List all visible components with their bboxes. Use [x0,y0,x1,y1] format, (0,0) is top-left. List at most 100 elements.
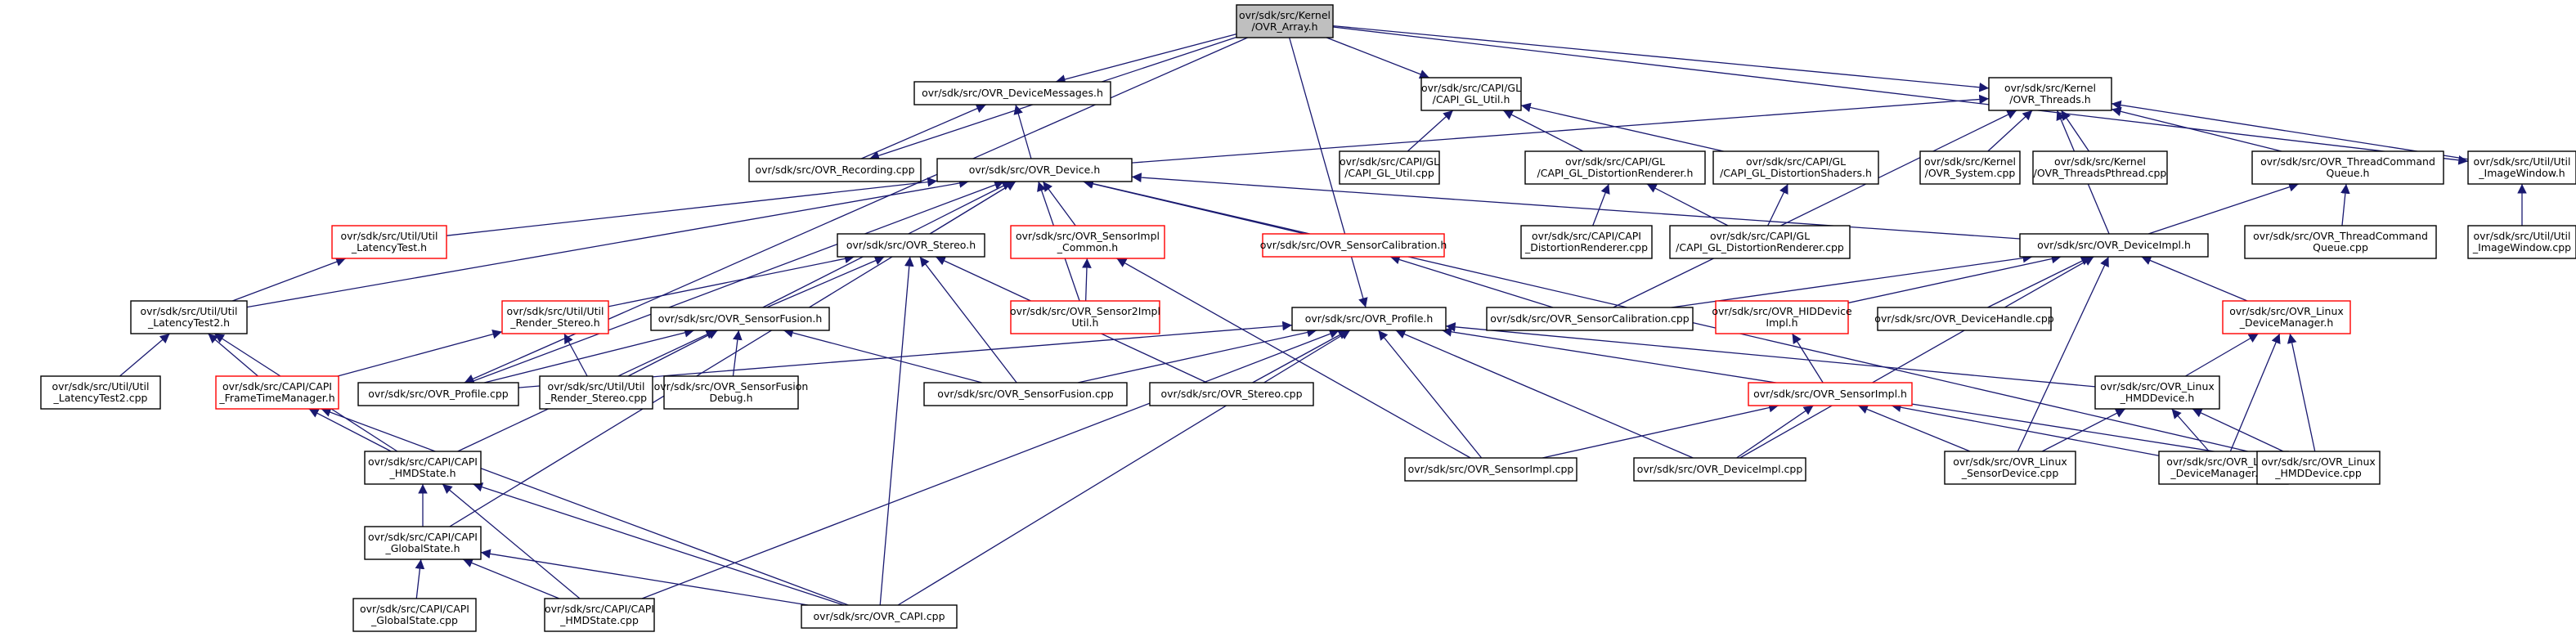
edge-capiglutil-to-distshaders [1520,102,1724,152]
node-label-line: ovr/sdk/src/OVR_Recording.cpp [755,164,914,176]
edge-line [1767,183,1788,227]
edge-globalstate-to-globalstatecpp [415,558,425,599]
node-deviceimplcpp[interactable]: ovr/sdk/src/OVR_DeviceImpl.cpp [1633,457,1806,482]
node-renderstereo[interactable]: ovr/sdk/src/Util/Util_Render_Stereo.h [501,300,609,334]
edge-line [1857,405,1971,452]
node-label-line: _HMDState.h [388,467,456,479]
node-label-line: ovr/sdk/src/OVR_Sensor2Impl [1010,305,1160,317]
edge-line [208,333,258,377]
edge-renderstereo-to-renderstereocpp [563,333,588,377]
edge-line [2340,183,2350,227]
node-capicpp[interactable]: ovr/sdk/src/OVR_CAPI.cpp [801,604,958,629]
edge-devmsgs-to-device [1013,104,1032,159]
node-linuxdevmgr[interactable]: ovr/sdk/src/OVR_Linux_DeviceManager.h [2222,300,2351,334]
node-capiglutilcpp[interactable]: ovr/sdk/src/CAPI/GL/CAPI_GL_Util.cpp [1339,150,1440,185]
node-box [663,375,799,410]
node-recording[interactable]: ovr/sdk/src/OVR_Recording.cpp [748,158,922,182]
edge-line [1520,102,1724,152]
edge-capiglutil-to-capiglutilcpp [1407,110,1454,152]
node-profilecpp[interactable]: ovr/sdk/src/OVR_Profile.cpp [357,382,519,406]
node-threads[interactable]: ovr/sdk/src/Kernel/OVR_Threads.h [1988,77,2112,111]
node-label-line: ovr/sdk/src/OVR_Profile.h [1305,312,1434,325]
node-label-line: ovr/sdk/src/OVR_HIDDevice [1712,305,1852,317]
edge-profile-to-fusioncpp [1077,327,1317,384]
node-fusioncpp[interactable]: ovr/sdk/src/OVR_SensorFusion.cpp [923,382,1128,406]
node-array[interactable]: ovr/sdk/src/Kernel/OVR_Array.h [1236,4,1334,38]
node-frametime[interactable]: ovr/sdk/src/CAPI/CAPI_FrameTimeManager.h [215,375,339,410]
node-pthread[interactable]: ovr/sdk/src/Kernel/OVR_ThreadsPthread.cp… [2032,150,2168,185]
node-label-line: ovr/sdk/src/OVR_Profile.cpp [368,388,509,400]
node-label-line: Queue.h [2327,167,2370,179]
node-label-line: Impl.h [1766,316,1797,329]
edge-line [1445,322,2096,388]
node-box [1669,225,1851,259]
node-hmdstate[interactable]: ovr/sdk/src/CAPI/CAPI_HMDState.h [364,451,482,485]
edge-devmsgs-to-array [1055,33,1237,84]
node-distrend[interactable]: ovr/sdk/src/CAPI/GL/CAPI_GL_DistortionRe… [1524,150,1706,185]
edge-line [919,256,1017,384]
node-devhandle[interactable]: ovr/sdk/src/OVR_DeviceHandle.cpp [1874,307,2054,331]
node-renderstereocpp[interactable]: ovr/sdk/src/Util/Util_Render_Stereo.cpp [539,375,653,410]
node-sensorcal[interactable]: ovr/sdk/src/OVR_SensorCalibration.h [1260,233,1447,258]
node-label-line: _HMDDevice.cpp [2274,467,2362,479]
edge-threads-to-system [1987,110,2033,152]
node-stereo[interactable]: ovr/sdk/src/OVR_Stereo.h [837,233,985,258]
node-sensorimplcpp[interactable]: ovr/sdk/src/OVR_SensorImpl.cpp [1404,457,1577,482]
edge-profile-to-sensorimplcpp [1377,330,1483,459]
edge-line [1332,26,2469,165]
node-device[interactable]: ovr/sdk/src/OVR_Device.h [936,158,1133,182]
node-imagewin[interactable]: ovr/sdk/src/Util/Util_ImageWindow.h [2467,150,2576,185]
node-label-line: ovr/sdk/src/Util/Util [548,380,645,393]
edge-line [1542,402,1779,459]
node-linuxhmd[interactable]: ovr/sdk/src/OVR_Linux_HMDDevice.h [2094,375,2220,410]
node-label-line: _GlobalState.h [384,542,460,554]
node-hmdstatecpp[interactable]: ovr/sdk/src/CAPI/CAPI_HMDState.cpp [544,598,655,632]
edge-line [1847,253,2062,304]
edge-threads-to-array [1332,25,1990,92]
node-imagewincpp[interactable]: ovr/sdk/src/Util/Util_ImageWindow.cpp [2467,225,2576,259]
node-stereocpp[interactable]: ovr/sdk/src/OVR_Stereo.cpp [1149,382,1314,406]
node-latency2cpp[interactable]: ovr/sdk/src/Util/Util_LatencyTest2.cpp [40,375,161,410]
node-sensorcalcpp[interactable]: ovr/sdk/src/OVR_SensorCalibration.cpp [1486,307,1694,331]
node-globalstatecpp[interactable]: ovr/sdk/src/CAPI/CAPI_GlobalState.cpp [352,598,477,632]
node-sensorcommon[interactable]: ovr/sdk/src/OVR_SensorImpl_Common.h [1010,225,1165,259]
node-linuxsensorcpp[interactable]: ovr/sdk/src/OVR_Linux_SensorDevice.cpp [1944,451,2076,485]
edge-device-to-latency [446,177,938,236]
node-devmsgs[interactable]: ovr/sdk/src/OVR_DeviceMessages.h [913,81,1111,105]
node-system[interactable]: ovr/sdk/src/Kernel/OVR_System.cpp [1919,150,2021,185]
edge-line [2171,408,2210,452]
node-distshaders[interactable]: ovr/sdk/src/CAPI/GL/CAPI_GL_DistortionSh… [1712,150,1879,185]
node-box [936,158,1133,182]
node-box [1149,382,1314,406]
node-label-line: ovr/sdk/src/OVR_DeviceImpl.cpp [1637,463,1803,475]
node-linuxhmdcpp[interactable]: ovr/sdk/src/OVR_Linux_HMDDevice.cpp [2256,451,2381,485]
node-box [501,300,609,334]
node-profile[interactable]: ovr/sdk/src/OVR_Profile.h [1291,307,1447,331]
edge-linuxdevmgr-to-linuxdevmgrcpp [2229,333,2281,452]
node-latency[interactable]: ovr/sdk/src/Util/Util_LatencyTest.h [331,225,447,259]
edge-stereo-to-fusioncpp [919,256,1017,384]
edge-line [897,330,1351,606]
node-label-line: ovr/sdk/src/OVR_SensorFusion.h [658,312,823,325]
node-sensorimplh[interactable]: ovr/sdk/src/OVR_SensorImpl.h [1748,382,1913,406]
node-globalstate[interactable]: ovr/sdk/src/CAPI/CAPI_GlobalState.h [364,526,482,560]
node-capiglutil[interactable]: ovr/sdk/src/CAPI/GL/CAPI_GL_Util.h [1420,77,1522,111]
node-latency2[interactable]: ovr/sdk/src/Util/Util_LatencyTest2.h [130,300,248,334]
node-label-line: _SensorDevice.cpp [1961,467,2059,479]
edge-line [1042,181,1076,227]
edge-fusion-to-renderstereocpp [627,330,718,377]
node-label-line: _LatencyTest2.h [147,316,230,329]
node-label-line: ovr/sdk/src/Util/Util [2474,230,2571,242]
edge-threadcmd-to-deviceimpl [2147,182,2299,235]
node-deviceimpl[interactable]: ovr/sdk/src/OVR_DeviceImpl.h [2019,233,2209,258]
node-capidist[interactable]: ovr/sdk/src/CAPI/CAPI_DistortionRenderer… [1520,225,1653,259]
edge-profile-to-linuxhmd [1445,322,2096,388]
node-fusion[interactable]: ovr/sdk/src/OVR_SensorFusion.h [650,307,830,331]
node-label-line: _HMDState.cpp [559,614,639,626]
node-capigldistcpp[interactable]: ovr/sdk/src/CAPI/GL/CAPI_GL_DistortionRe… [1669,225,1851,259]
